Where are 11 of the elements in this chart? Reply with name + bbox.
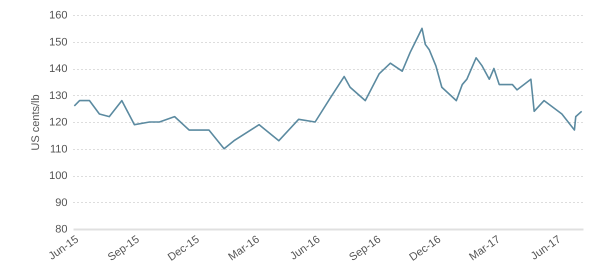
y-tick-label: 80 bbox=[55, 224, 68, 236]
line-series bbox=[74, 28, 582, 150]
y-tick-label: 90 bbox=[55, 196, 68, 209]
y-tick-label: 140 bbox=[49, 63, 68, 75]
y-tick-label: 150 bbox=[49, 36, 68, 48]
y-tick-label: 100 bbox=[49, 170, 68, 182]
y-tick-label: 110 bbox=[50, 143, 68, 156]
y-axis-title: US cents/lb bbox=[30, 94, 42, 151]
y-tick-label: 120 bbox=[49, 116, 68, 128]
y-tick-label: 160 bbox=[49, 10, 68, 22]
y-tick-label: 130 bbox=[49, 90, 68, 102]
